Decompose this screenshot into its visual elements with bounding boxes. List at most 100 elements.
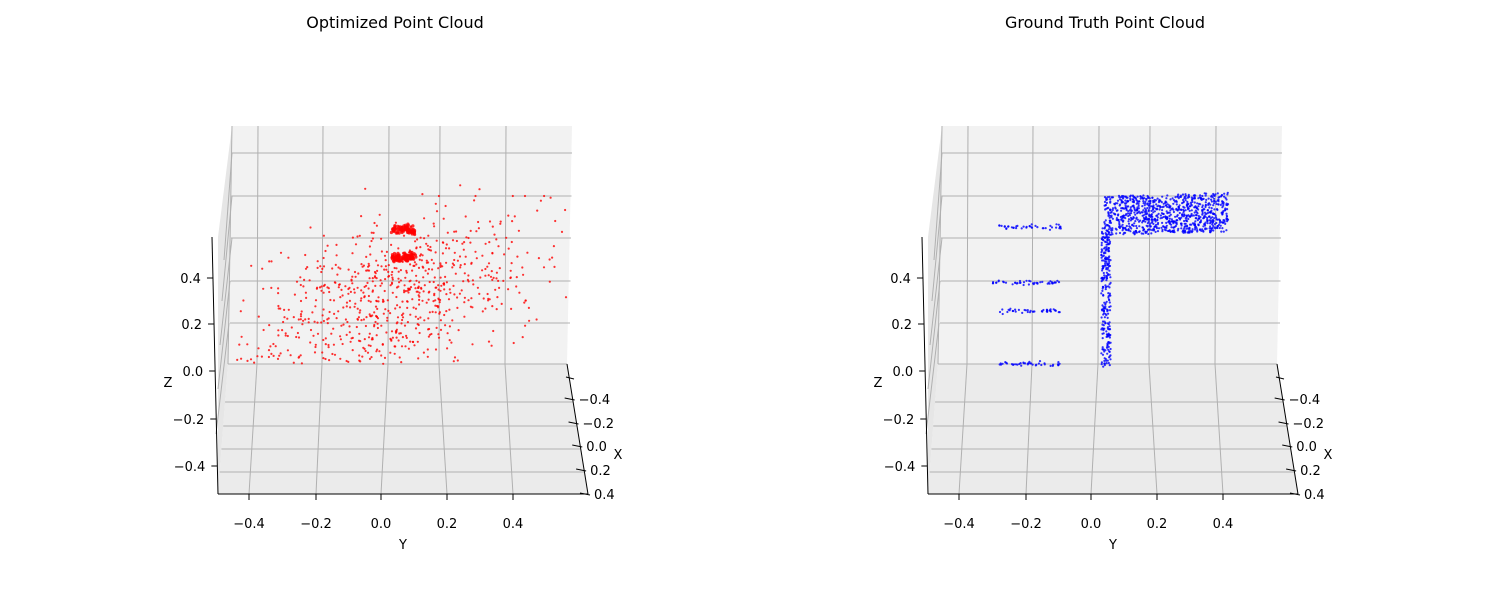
data-point xyxy=(1166,212,1169,215)
data-point xyxy=(1029,280,1032,283)
data-point xyxy=(1111,196,1114,199)
data-point xyxy=(526,251,529,254)
data-point xyxy=(487,274,490,277)
data-point xyxy=(347,292,350,295)
x-tick-label: 0.2 xyxy=(590,464,611,479)
data-point xyxy=(344,318,347,321)
data-point xyxy=(238,343,241,346)
data-point xyxy=(353,305,356,308)
x-axis-line xyxy=(1276,363,1299,495)
data-point xyxy=(1108,356,1111,359)
data-point xyxy=(1107,247,1110,250)
data-point xyxy=(1103,357,1106,360)
data-point xyxy=(458,292,461,295)
data-point xyxy=(1192,214,1195,217)
data-point xyxy=(441,252,444,255)
data-point xyxy=(335,317,338,320)
data-point xyxy=(499,220,502,223)
data-point xyxy=(462,248,465,251)
data-point xyxy=(1225,217,1228,220)
x-tick-label: 0.4 xyxy=(1304,488,1325,503)
data-point xyxy=(1214,200,1217,203)
data-point xyxy=(1130,227,1133,230)
data-point xyxy=(476,286,479,289)
data-point xyxy=(482,297,485,300)
data-point xyxy=(1212,212,1215,216)
data-point xyxy=(1156,216,1159,219)
data-point xyxy=(1108,286,1111,289)
data-point xyxy=(451,319,454,322)
x-tick-label: 0.4 xyxy=(594,488,615,503)
data-point xyxy=(475,257,478,260)
data-point xyxy=(481,269,484,272)
data-point xyxy=(418,281,421,284)
data-point xyxy=(1042,308,1045,312)
data-point xyxy=(1106,309,1109,312)
data-point xyxy=(1213,202,1216,205)
data-point xyxy=(1133,206,1136,209)
data-point xyxy=(425,259,428,262)
data-point xyxy=(507,214,510,217)
data-point xyxy=(1018,279,1022,283)
data-point xyxy=(389,351,392,354)
data-point xyxy=(1186,231,1189,234)
data-point xyxy=(1218,218,1221,221)
data-point xyxy=(1001,362,1004,365)
data-point xyxy=(400,322,403,325)
data-point xyxy=(510,262,513,265)
data-point xyxy=(400,314,404,317)
data-point xyxy=(1162,212,1165,216)
data-point xyxy=(1134,213,1137,216)
data-point xyxy=(474,250,477,253)
data-point xyxy=(1142,209,1145,212)
data-point xyxy=(375,334,378,337)
data-point xyxy=(390,273,393,276)
data-point xyxy=(411,227,415,231)
data-point xyxy=(379,284,382,287)
data-point xyxy=(396,316,400,319)
data-point xyxy=(439,319,442,322)
data-point xyxy=(1194,228,1197,231)
data-point xyxy=(1104,256,1107,259)
data-point xyxy=(1206,219,1209,223)
data-point xyxy=(1015,227,1018,230)
data-point xyxy=(1159,214,1162,217)
data-point xyxy=(428,280,431,284)
data-point xyxy=(1161,216,1164,219)
data-point xyxy=(1152,218,1155,221)
data-point xyxy=(1169,220,1172,223)
data-point xyxy=(353,288,356,291)
data-point xyxy=(1105,233,1108,236)
data-point xyxy=(439,276,442,279)
x-tick-label: 0.2 xyxy=(1300,464,1321,479)
data-point xyxy=(1166,194,1169,197)
data-point xyxy=(1130,210,1133,213)
data-point xyxy=(1176,219,1179,222)
data-point xyxy=(1139,212,1142,215)
data-point xyxy=(459,266,462,269)
data-point xyxy=(409,340,412,343)
data-point xyxy=(1196,219,1199,222)
data-point xyxy=(1105,260,1108,263)
data-point xyxy=(1208,206,1211,209)
data-point xyxy=(277,334,280,337)
data-point xyxy=(1129,219,1132,222)
data-point xyxy=(1125,224,1128,228)
data-point xyxy=(1101,287,1104,290)
data-point xyxy=(326,322,329,325)
data-point xyxy=(1215,221,1218,225)
data-point xyxy=(1185,215,1188,218)
data-point xyxy=(358,234,361,237)
data-point xyxy=(320,285,323,288)
data-point xyxy=(1011,309,1014,313)
data-point xyxy=(1202,217,1205,220)
data-point xyxy=(276,357,280,360)
data-point xyxy=(1102,309,1105,312)
data-point xyxy=(400,361,403,364)
data-point xyxy=(1195,214,1198,217)
data-point xyxy=(1133,230,1136,233)
data-point xyxy=(1136,218,1139,221)
data-point xyxy=(1128,214,1131,217)
data-point xyxy=(307,317,310,320)
data-point xyxy=(463,296,466,299)
